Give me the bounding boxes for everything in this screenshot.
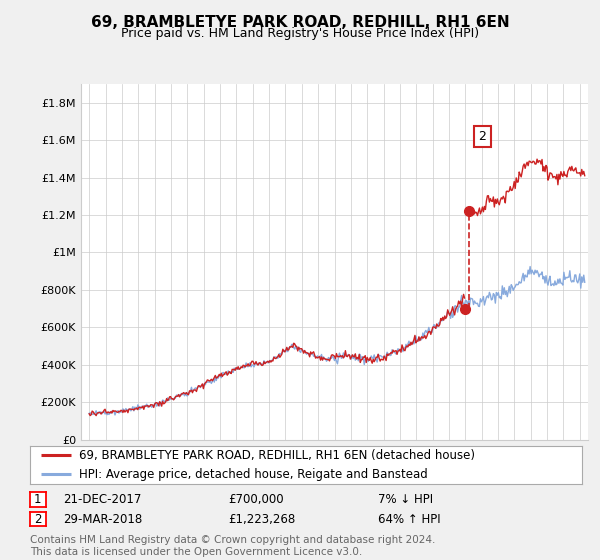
Text: 7% ↓ HPI: 7% ↓ HPI [378, 493, 433, 506]
Text: HPI: Average price, detached house, Reigate and Banstead: HPI: Average price, detached house, Reig… [79, 468, 427, 481]
Text: 1: 1 [34, 493, 41, 506]
Text: 64% ↑ HPI: 64% ↑ HPI [378, 512, 440, 526]
Text: 69, BRAMBLETYE PARK ROAD, REDHILL, RH1 6EN (detached house): 69, BRAMBLETYE PARK ROAD, REDHILL, RH1 6… [79, 449, 475, 462]
Text: Contains HM Land Registry data © Crown copyright and database right 2024.
This d: Contains HM Land Registry data © Crown c… [30, 535, 436, 557]
Text: £1,223,268: £1,223,268 [228, 512, 295, 526]
Text: Price paid vs. HM Land Registry's House Price Index (HPI): Price paid vs. HM Land Registry's House … [121, 27, 479, 40]
Text: 21-DEC-2017: 21-DEC-2017 [63, 493, 142, 506]
Text: £700,000: £700,000 [228, 493, 284, 506]
Text: 2: 2 [34, 512, 41, 526]
Text: 2: 2 [478, 130, 486, 143]
Text: 69, BRAMBLETYE PARK ROAD, REDHILL, RH1 6EN: 69, BRAMBLETYE PARK ROAD, REDHILL, RH1 6… [91, 15, 509, 30]
Text: 29-MAR-2018: 29-MAR-2018 [63, 512, 142, 526]
